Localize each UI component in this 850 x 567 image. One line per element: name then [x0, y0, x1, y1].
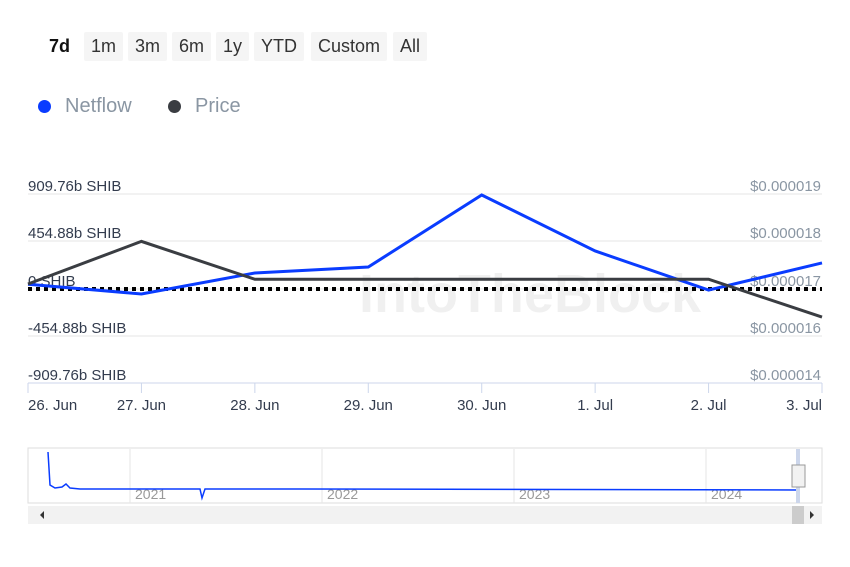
- range-button-all[interactable]: All: [393, 32, 428, 61]
- scrollbar-thumb[interactable]: [792, 506, 804, 524]
- navigator-year-label: 2024: [711, 486, 742, 502]
- navigator-year-label: 2022: [327, 486, 358, 502]
- x-tick-label: 2. Jul: [691, 397, 727, 414]
- range-button-3m[interactable]: 3m: [128, 32, 168, 61]
- legend-price[interactable]: Price: [168, 95, 241, 118]
- range-button-ytd[interactable]: YTD: [254, 32, 304, 61]
- x-tick-label: 28. Jun: [230, 397, 279, 414]
- netflow-line: [27, 193, 823, 296]
- navigator: [27, 447, 823, 504]
- navigator-series: [47, 451, 801, 501]
- x-tick-label: 27. Jun: [117, 397, 166, 414]
- scrollbar-track[interactable]: [28, 506, 822, 524]
- price-legend-dot: [168, 100, 181, 113]
- left-tick-label: 909.76b SHIB: [28, 178, 121, 195]
- right-tick-label: $0.000019: [750, 178, 821, 195]
- legend-label: Price: [195, 95, 241, 117]
- left-tick-label: 454.88b SHIB: [28, 225, 121, 242]
- scroll-right-icon[interactable]: [810, 511, 814, 519]
- range-button-6m[interactable]: 6m: [172, 32, 212, 61]
- right-tick-label: $0.000014: [750, 367, 821, 384]
- watermark: IntoTheBlock: [359, 264, 702, 324]
- navigator-year-label: 2021: [135, 486, 166, 502]
- navigator-year-label: 2023: [519, 486, 550, 502]
- netflow-legend-dot: [38, 100, 51, 113]
- legend-netflow[interactable]: Netflow: [38, 95, 132, 118]
- range-button-7d[interactable]: 7d: [42, 32, 78, 61]
- left-tick-label: -454.88b SHIB: [28, 320, 126, 337]
- x-tick-label: 30. Jun: [457, 397, 506, 414]
- price-line: [27, 239, 823, 319]
- left-tick-label: -909.76b SHIB: [28, 367, 126, 384]
- right-tick-label: $0.000018: [750, 225, 821, 242]
- range-button-custom[interactable]: Custom: [311, 32, 388, 61]
- x-tick-label: 26. Jun: [28, 397, 77, 414]
- x-tick-label: 29. Jun: [344, 397, 393, 414]
- range-button-1m[interactable]: 1m: [84, 32, 124, 61]
- x-tick-label: 1. Jul: [577, 397, 613, 414]
- range-button-1y[interactable]: 1y: [216, 32, 250, 61]
- x-tick-label: 3. Jul: [786, 397, 822, 414]
- scroll-left-icon[interactable]: [40, 511, 44, 519]
- right-tick-label: $0.000016: [750, 320, 821, 337]
- legend-label: Netflow: [65, 95, 132, 117]
- right-tick-label: $0.000017: [750, 273, 821, 290]
- navigator-handle[interactable]: [791, 464, 806, 488]
